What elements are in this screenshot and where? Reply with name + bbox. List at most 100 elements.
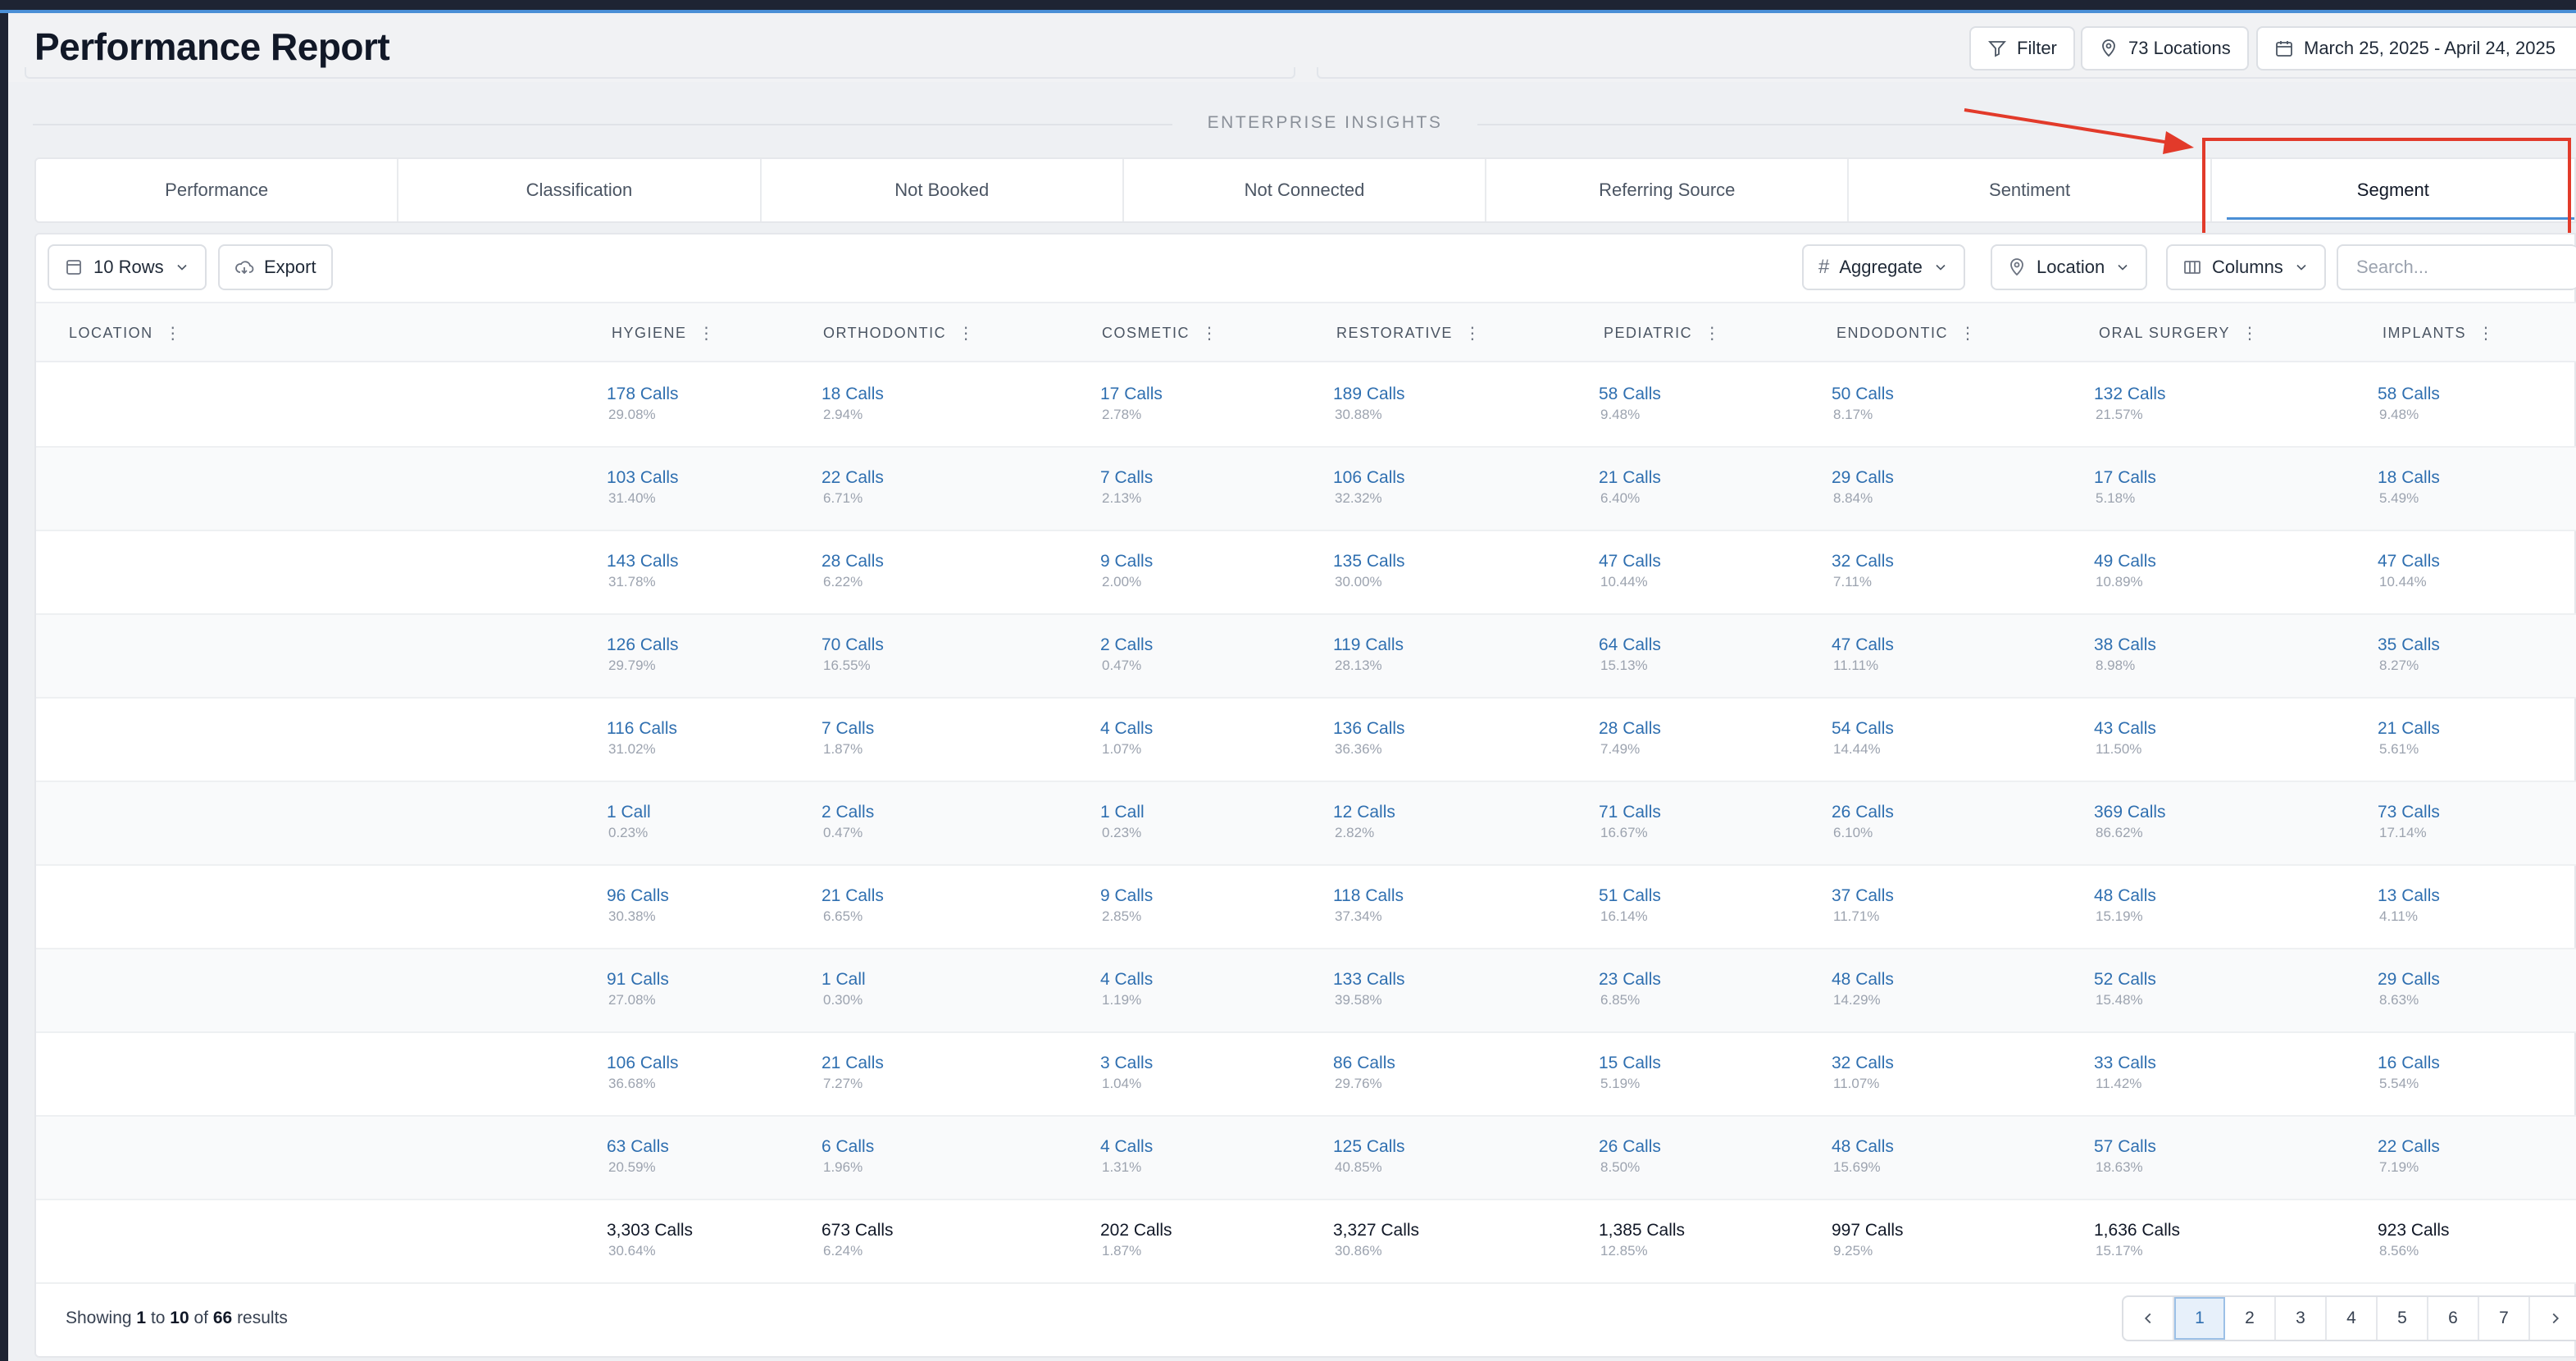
page-button-6[interactable]: 6	[2428, 1297, 2479, 1340]
calls-value[interactable]: 21 Calls	[2378, 719, 2440, 738]
calls-value[interactable]: 116 Calls	[607, 719, 677, 738]
calls-value[interactable]: 91 Calls	[607, 970, 669, 989]
calls-value[interactable]: 58 Calls	[2378, 385, 2440, 403]
calls-value[interactable]: 12 Calls	[1333, 803, 1395, 822]
calls-value[interactable]: 103 Calls	[607, 468, 679, 487]
calls-value[interactable]: 178 Calls	[607, 385, 679, 403]
calls-value[interactable]: 54 Calls	[1832, 719, 1894, 738]
calls-value[interactable]: 2 Calls	[821, 803, 875, 822]
calls-value[interactable]: 57 Calls	[2094, 1137, 2156, 1156]
calls-value[interactable]: 1 Call	[1100, 803, 1145, 822]
calls-value[interactable]: 52 Calls	[2094, 970, 2156, 989]
calls-value[interactable]: 1 Call	[607, 803, 651, 822]
calls-value[interactable]: 118 Calls	[1333, 886, 1404, 905]
calls-value[interactable]: 21 Calls	[821, 886, 884, 905]
search-input[interactable]	[2337, 244, 2576, 290]
calls-value[interactable]: 73 Calls	[2378, 803, 2440, 822]
column-menu-icon[interactable]: ⋮	[164, 324, 181, 343]
column-header[interactable]: PEDIATRIC ⋮	[1604, 303, 1720, 362]
calls-value[interactable]: 106 Calls	[1333, 468, 1405, 487]
tab-performance[interactable]: Performance	[36, 159, 399, 221]
calls-value[interactable]: 4 Calls	[1100, 719, 1154, 738]
calls-value[interactable]: 7 Calls	[821, 719, 875, 738]
aggregate-dropdown[interactable]: # Aggregate	[1802, 244, 1965, 290]
calls-value[interactable]: 47 Calls	[1599, 552, 1661, 571]
calls-value[interactable]: 29 Calls	[2378, 970, 2440, 989]
calls-value[interactable]: 17 Calls	[2094, 468, 2156, 487]
calls-value[interactable]: 32 Calls	[1832, 1054, 1894, 1072]
calls-value[interactable]: 189 Calls	[1333, 385, 1405, 403]
tab-segment[interactable]: Segment	[2212, 159, 2575, 221]
calls-value[interactable]: 21 Calls	[1599, 468, 1661, 487]
calls-value[interactable]: 70 Calls	[821, 635, 884, 654]
page-button-3[interactable]: 3	[2276, 1297, 2327, 1340]
column-menu-icon[interactable]: ⋮	[1959, 324, 1976, 343]
tab-not-booked[interactable]: Not Booked	[762, 159, 1124, 221]
rows-per-page-dropdown[interactable]: 10 Rows	[48, 244, 207, 290]
column-header[interactable]: COSMETIC ⋮	[1102, 303, 1217, 362]
calls-value[interactable]: 15 Calls	[1599, 1054, 1661, 1072]
tab-classification[interactable]: Classification	[398, 159, 762, 221]
calls-value[interactable]: 16 Calls	[2378, 1054, 2440, 1072]
locations-button[interactable]: 73 Locations	[2081, 26, 2249, 71]
column-header[interactable]: IMPLANTS ⋮	[2383, 303, 2494, 362]
calls-value[interactable]: 49 Calls	[2094, 552, 2156, 571]
calls-value[interactable]: 9 Calls	[1100, 886, 1154, 905]
calls-value[interactable]: 43 Calls	[2094, 719, 2156, 738]
calls-value[interactable]: 22 Calls	[821, 468, 884, 487]
page-button-7[interactable]: 7	[2479, 1297, 2530, 1340]
calls-value[interactable]: 126 Calls	[607, 635, 679, 654]
columns-dropdown[interactable]: Columns	[2166, 244, 2326, 290]
calls-value[interactable]: 369 Calls	[2094, 803, 2166, 822]
calls-value[interactable]: 35 Calls	[2378, 635, 2440, 654]
calls-value[interactable]: 6 Calls	[821, 1137, 875, 1156]
column-header[interactable]: HYGIENE ⋮	[612, 303, 715, 362]
calls-value[interactable]: 47 Calls	[2378, 552, 2440, 571]
prev-page-button[interactable]	[2123, 1297, 2174, 1340]
page-button-1[interactable]: 1	[2174, 1297, 2225, 1340]
calls-value[interactable]: 18 Calls	[821, 385, 884, 403]
calls-value[interactable]: 29 Calls	[1832, 468, 1894, 487]
calls-value[interactable]: 4 Calls	[1100, 1137, 1154, 1156]
tab-not-connected[interactable]: Not Connected	[1124, 159, 1487, 221]
calls-value[interactable]: 32 Calls	[1832, 552, 1894, 571]
calls-value[interactable]: 48 Calls	[1832, 970, 1894, 989]
calls-value[interactable]: 135 Calls	[1333, 552, 1405, 571]
tab-sentiment[interactable]: Sentiment	[1849, 159, 2212, 221]
calls-value[interactable]: 26 Calls	[1599, 1137, 1661, 1156]
calls-value[interactable]: 28 Calls	[821, 552, 884, 571]
calls-value[interactable]: 1 Call	[821, 970, 866, 989]
calls-value[interactable]: 48 Calls	[2094, 886, 2156, 905]
calls-value[interactable]: 63 Calls	[607, 1137, 669, 1156]
column-menu-icon[interactable]: ⋮	[698, 324, 715, 343]
page-button-4[interactable]: 4	[2327, 1297, 2378, 1340]
column-menu-icon[interactable]: ⋮	[2478, 324, 2495, 343]
location-dropdown[interactable]: Location	[1991, 244, 2148, 290]
calls-value[interactable]: 136 Calls	[1333, 719, 1405, 738]
filter-button[interactable]: Filter	[1969, 26, 2075, 71]
column-menu-icon[interactable]: ⋮	[958, 324, 975, 343]
column-header[interactable]: RESTORATIVE ⋮	[1336, 303, 1481, 362]
next-page-button[interactable]	[2530, 1297, 2576, 1340]
date-range-button[interactable]: March 25, 2025 - April 24, 2025	[2256, 26, 2576, 71]
calls-value[interactable]: 71 Calls	[1599, 803, 1661, 822]
calls-value[interactable]: 125 Calls	[1333, 1137, 1405, 1156]
calls-value[interactable]: 48 Calls	[1832, 1137, 1894, 1156]
column-menu-icon[interactable]: ⋮	[1463, 324, 1481, 343]
calls-value[interactable]: 119 Calls	[1333, 635, 1404, 654]
calls-value[interactable]: 96 Calls	[607, 886, 669, 905]
calls-value[interactable]: 47 Calls	[1832, 635, 1894, 654]
calls-value[interactable]: 50 Calls	[1832, 385, 1894, 403]
calls-value[interactable]: 106 Calls	[607, 1054, 679, 1072]
page-button-2[interactable]: 2	[2225, 1297, 2276, 1340]
calls-value[interactable]: 33 Calls	[2094, 1054, 2156, 1072]
calls-value[interactable]: 51 Calls	[1599, 886, 1661, 905]
calls-value[interactable]: 9 Calls	[1100, 552, 1154, 571]
calls-value[interactable]: 3 Calls	[1100, 1054, 1154, 1072]
calls-value[interactable]: 58 Calls	[1599, 385, 1661, 403]
tab-referring-source[interactable]: Referring Source	[1486, 159, 1850, 221]
column-header[interactable]: ORAL SURGERY ⋮	[2099, 303, 2258, 362]
calls-value[interactable]: 17 Calls	[1100, 385, 1163, 403]
calls-value[interactable]: 38 Calls	[2094, 635, 2156, 654]
column-menu-icon[interactable]: ⋮	[1201, 324, 1218, 343]
